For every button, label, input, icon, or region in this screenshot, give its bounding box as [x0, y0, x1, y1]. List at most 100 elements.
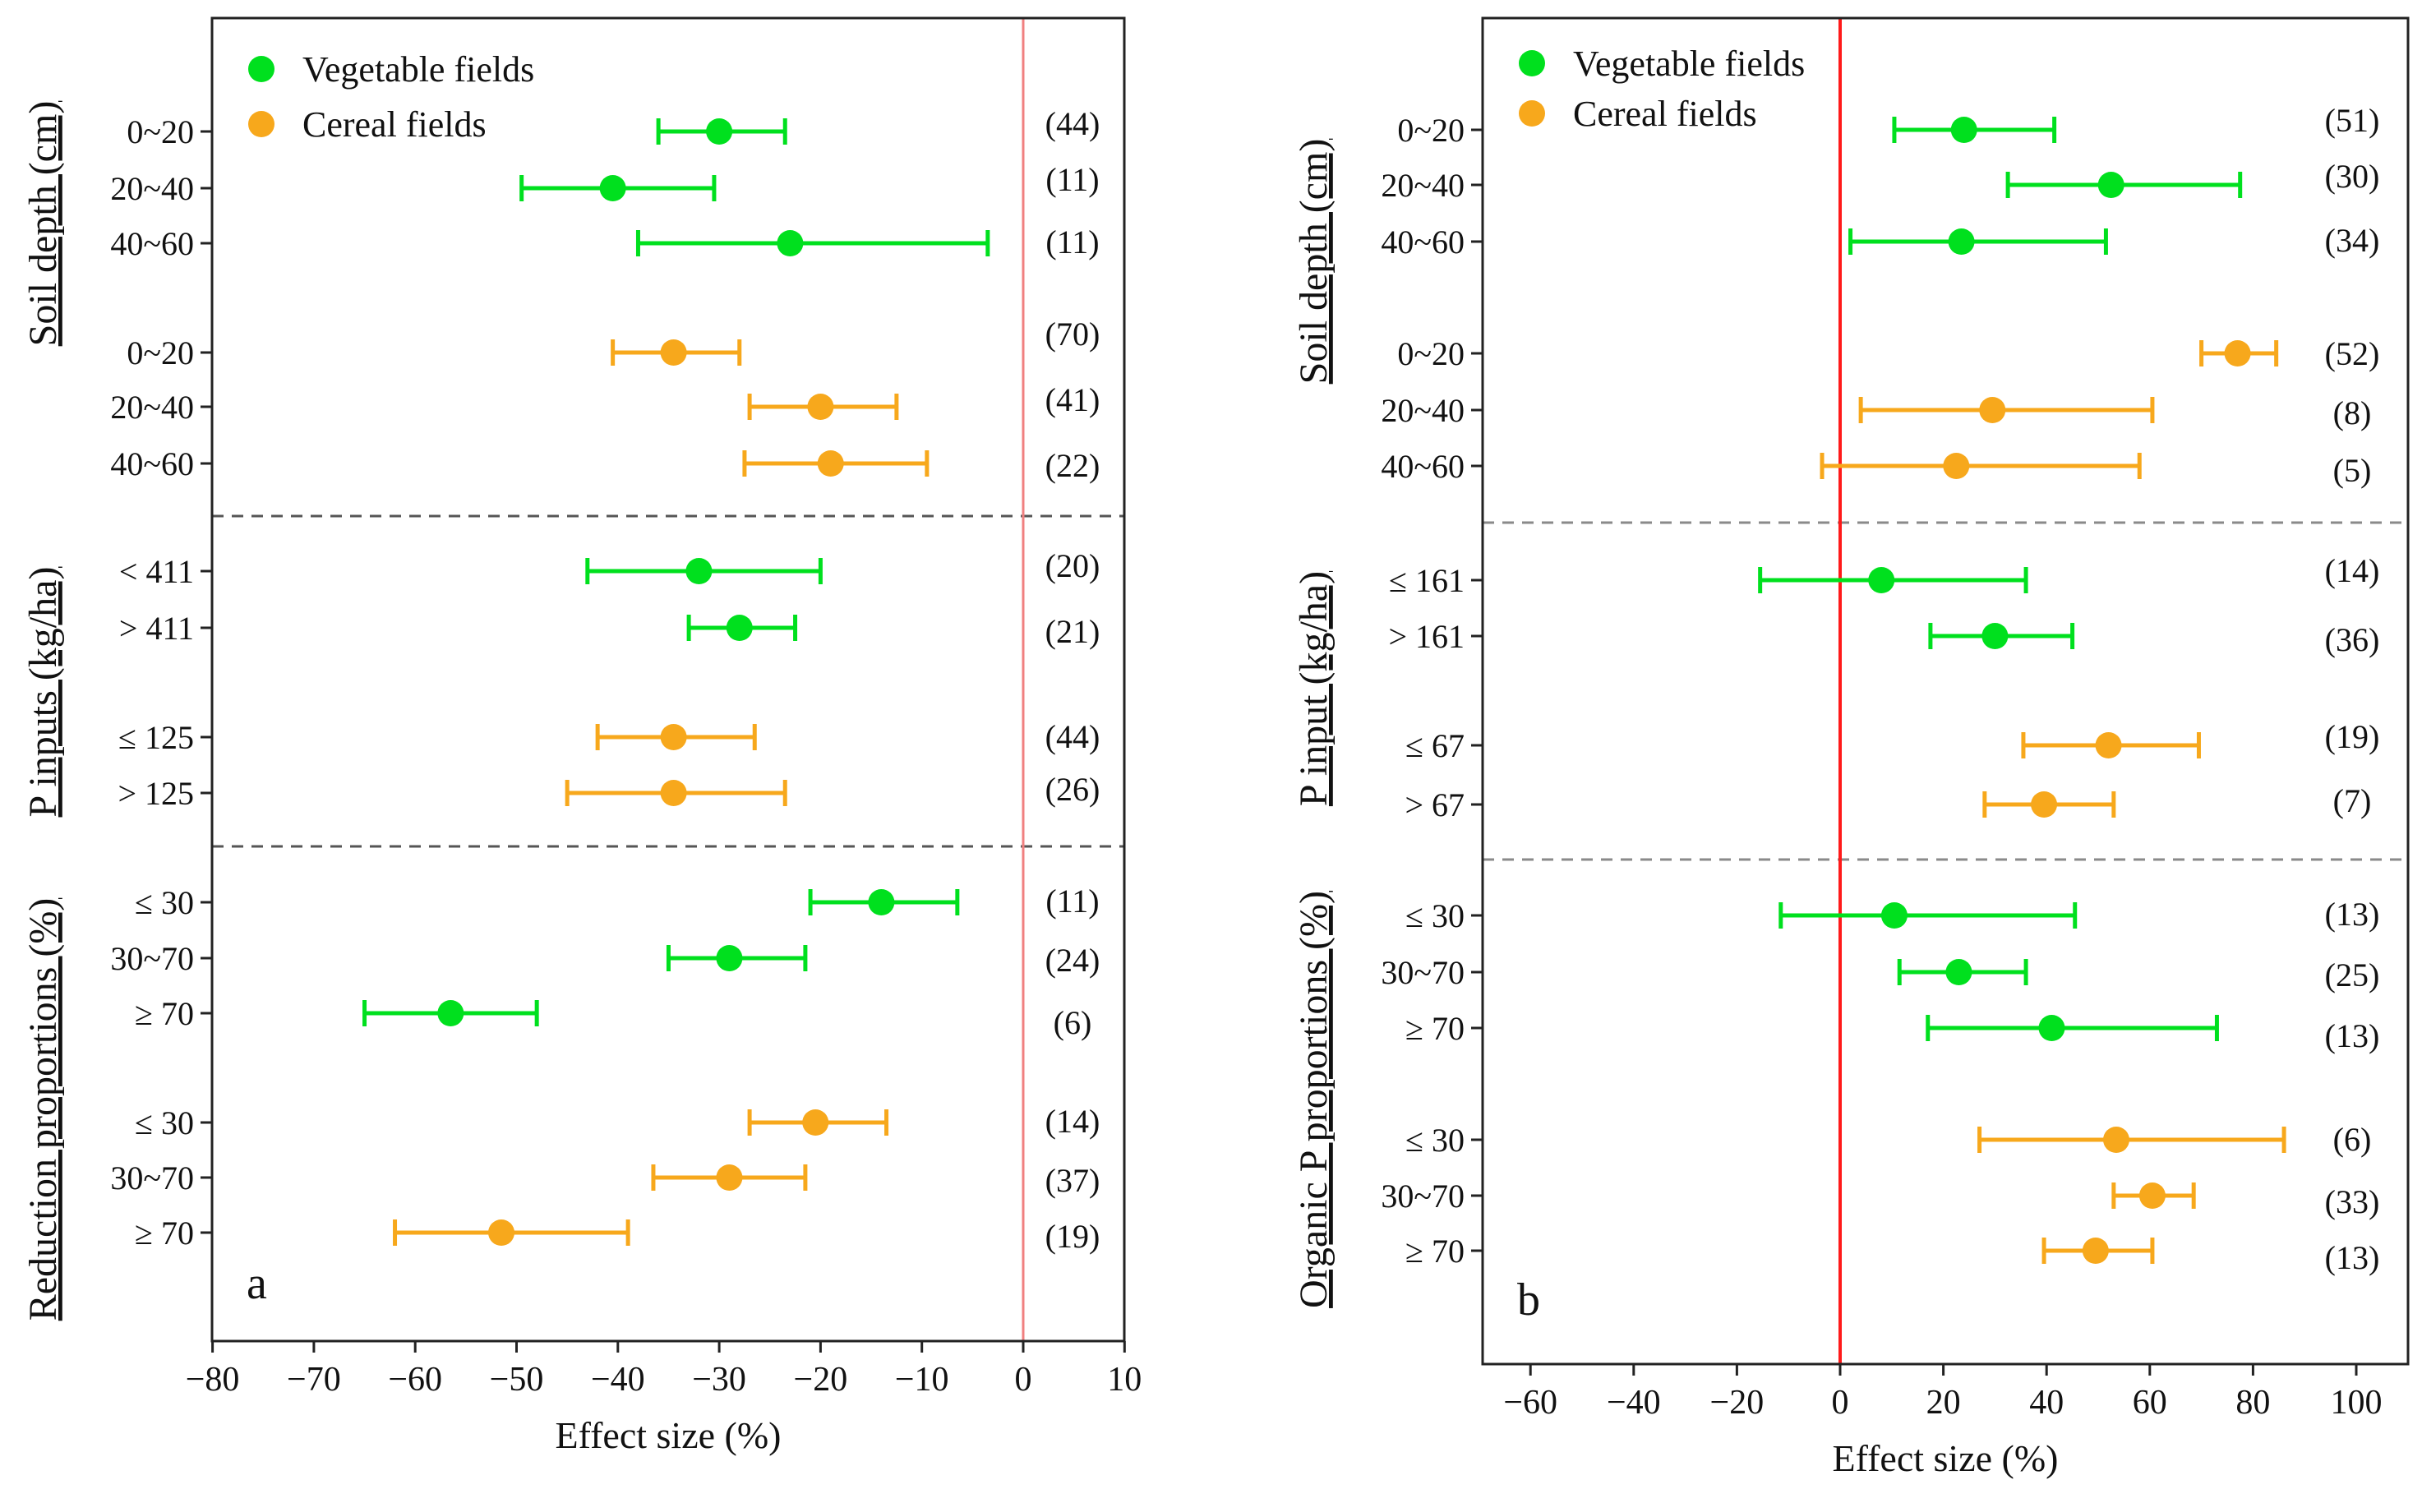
- sample-size-label: (51): [2325, 102, 2380, 139]
- mean-point: [2102, 1127, 2129, 1153]
- row-label: ≤ 161: [1389, 562, 1465, 599]
- legend-marker: [248, 111, 274, 137]
- legend-marker: [1519, 50, 1545, 76]
- sample-size-label: (44): [1045, 718, 1100, 755]
- row-label: ≥ 70: [135, 1215, 194, 1252]
- row-label: 0~20: [1397, 335, 1465, 372]
- x-tick-label: −30: [692, 1361, 746, 1399]
- sample-size-label: (22): [1045, 447, 1100, 484]
- mean-point: [2082, 1238, 2109, 1264]
- row-label: 20~40: [1381, 167, 1465, 204]
- sample-size-label: (30): [2325, 158, 2380, 195]
- mean-point: [2038, 1015, 2065, 1041]
- x-tick-label: −60: [388, 1361, 442, 1399]
- sample-size-label: (19): [2325, 718, 2380, 755]
- x-tick-label: 100: [2331, 1384, 2383, 1422]
- x-tick-label: 80: [2235, 1384, 2270, 1422]
- row-label: ≥ 70: [1405, 1010, 1465, 1047]
- sample-size-label: (13): [2325, 1239, 2380, 1276]
- row-label: > 161: [1388, 618, 1465, 655]
- sample-size-label: (6): [2333, 1121, 2372, 1158]
- sample-size-label: (36): [2325, 621, 2380, 658]
- panel-label: b: [1517, 1275, 1540, 1325]
- sample-size-label: (70): [1045, 316, 1100, 353]
- sample-size-label: (33): [2325, 1183, 2380, 1220]
- panel-b: −60 −40 −20 0 20 40 60 80 100 Effect size (%) Soil…: [1292, 16, 2410, 1479]
- mean-point: [817, 450, 844, 477]
- sample-size-label: (11): [1045, 883, 1099, 920]
- mean-point: [599, 175, 626, 201]
- panel-a: −80 −70 −60 −50 −40 −30 −20 −10 0 10 Effect size (…: [21, 16, 1142, 1456]
- x-tick-label: 20: [1926, 1384, 1961, 1422]
- x-tick-label: 60: [2133, 1384, 2167, 1422]
- sample-size-label: (6): [1054, 1004, 1092, 1041]
- mean-point: [2138, 1182, 2166, 1209]
- row-label: 0~20: [127, 334, 194, 371]
- legend-label: Vegetable fields: [1573, 44, 1805, 84]
- sample-size-label: (11): [1045, 224, 1099, 260]
- x-tick-label: −10: [895, 1361, 949, 1399]
- row-label: 40~60: [1381, 224, 1465, 260]
- mean-point: [660, 780, 687, 806]
- mean-point: [1943, 453, 1970, 479]
- sample-size-label: (20): [1045, 547, 1100, 584]
- row-label: 40~60: [110, 445, 194, 482]
- sample-size-label: (41): [1045, 381, 1100, 418]
- sample-size-label: (26): [1045, 771, 1100, 808]
- row-label: < 411: [119, 553, 194, 590]
- legend-label: Cereal fields: [302, 104, 487, 145]
- legend-marker: [248, 56, 274, 82]
- mean-point: [1880, 902, 1908, 929]
- mean-point: [716, 1164, 743, 1191]
- mean-point: [706, 118, 733, 145]
- row-label: 30~70: [1381, 954, 1465, 991]
- row-label: > 67: [1405, 786, 1465, 823]
- sample-size-label: (14): [2325, 552, 2380, 589]
- mean-point: [1948, 228, 1975, 255]
- x-tick-label: −70: [287, 1361, 341, 1399]
- sample-size-label: (44): [1045, 105, 1100, 142]
- sample-size-label: (24): [1045, 942, 1100, 979]
- mean-point: [685, 558, 713, 584]
- row-label: 0~20: [1397, 112, 1465, 149]
- row-label: 20~40: [1381, 392, 1465, 429]
- legend-label: Vegetable fields: [302, 49, 534, 90]
- sample-size-label: (14): [1045, 1103, 1100, 1140]
- row-label: ≤ 30: [135, 1104, 194, 1141]
- x-axis-label: Effect size (%): [556, 1414, 782, 1456]
- plot-frame: [210, 16, 1126, 1343]
- sample-size-label: (7): [2333, 782, 2372, 819]
- x-tick-label: −80: [186, 1361, 240, 1399]
- x-axis-label: Effect size (%): [1833, 1437, 2059, 1479]
- mean-point: [437, 1000, 464, 1026]
- mean-point: [1868, 567, 1895, 593]
- mean-point: [660, 724, 687, 750]
- legend-marker: [1519, 100, 1545, 127]
- mean-point: [1945, 959, 1972, 985]
- x-tick-label: −50: [490, 1361, 544, 1399]
- row-label: ≤ 67: [1405, 727, 1465, 764]
- row-label: > 125: [118, 775, 194, 812]
- x-tick-label: 40: [2029, 1384, 2064, 1422]
- row-label: ≤ 30: [135, 884, 194, 921]
- row-label: 0~20: [127, 113, 194, 150]
- sample-size-label: (8): [2333, 394, 2372, 431]
- row-label: ≥ 70: [1405, 1233, 1465, 1270]
- row-label: 30~70: [1381, 1178, 1465, 1215]
- x-tick-label: −60: [1503, 1384, 1557, 1422]
- x-tick-label: −20: [1710, 1384, 1765, 1422]
- x-tick-label: −40: [591, 1361, 645, 1399]
- sample-size-label: (19): [1045, 1218, 1100, 1255]
- x-tick-label: −20: [794, 1361, 848, 1399]
- row-label: 30~70: [110, 1159, 194, 1196]
- mean-point: [807, 394, 834, 420]
- group-label: Reduction proportions (%): [21, 898, 65, 1321]
- panel-label: a: [247, 1258, 267, 1309]
- row-label: ≤ 125: [118, 719, 194, 756]
- group-label: Soil depth (cm): [21, 101, 65, 347]
- mean-point: [802, 1109, 829, 1136]
- mean-point: [1981, 623, 2009, 649]
- sample-size-label: (34): [2325, 222, 2380, 259]
- x-tick-label: −40: [1607, 1384, 1661, 1422]
- group-label: P input (kg/ha): [1292, 571, 1336, 806]
